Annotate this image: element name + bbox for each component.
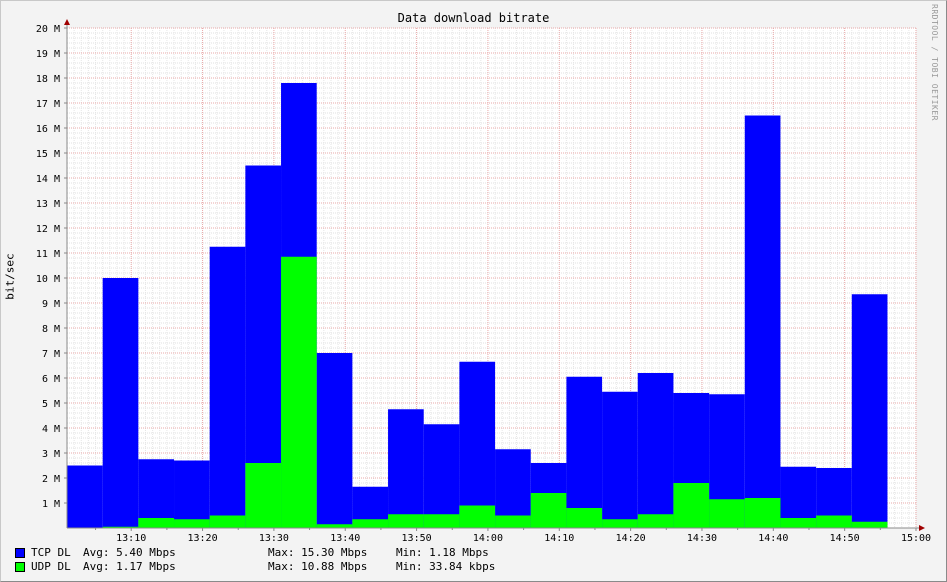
y-tick-label: 13 M xyxy=(36,199,60,210)
udp-bar xyxy=(673,483,710,528)
udp-bar xyxy=(316,524,353,528)
y-tick-label: 14 M xyxy=(36,174,60,185)
y-tick-label: 2 M xyxy=(42,474,60,485)
udp-bar xyxy=(245,463,282,528)
x-tick-label: 13:20 xyxy=(187,533,217,544)
udp-bar xyxy=(709,499,745,528)
tcp-bar xyxy=(67,465,103,528)
tcp-bar xyxy=(780,466,817,528)
legend-max-udp: Max: 10.88 Mbps xyxy=(268,560,368,573)
y-tick-label: 4 M xyxy=(42,424,60,435)
tcp-bar xyxy=(174,460,210,528)
rrdtool-watermark: RRDTOOL / TOBI OETIKER xyxy=(930,4,939,121)
tcp-bar xyxy=(744,115,781,528)
udp-bar xyxy=(602,519,638,528)
udp-bar xyxy=(744,498,781,528)
udp-bar xyxy=(530,493,567,528)
tcp-bar xyxy=(602,391,638,528)
legend-max-tcp: Max: 15.30 Mbps xyxy=(268,546,368,559)
legend-swatch-udp xyxy=(15,562,25,572)
series-areas xyxy=(67,83,888,528)
y-tick-label: 16 M xyxy=(36,124,60,135)
udp-bar xyxy=(566,508,603,528)
tcp-bar xyxy=(209,246,246,528)
x-tick-label: 14:30 xyxy=(687,533,717,544)
y-tick-label: 19 M xyxy=(36,49,60,60)
y-tick-label: 10 M xyxy=(36,274,60,285)
tcp-bar xyxy=(637,373,674,528)
x-tick-label: 14:40 xyxy=(758,533,788,544)
udp-bar xyxy=(352,519,389,528)
axes xyxy=(64,19,925,531)
series-udp-dl xyxy=(102,256,888,528)
legend-min-udp: Min: 33.84 kbps xyxy=(396,560,496,573)
tcp-bar xyxy=(423,424,460,528)
y-tick-label: 20 M xyxy=(36,24,60,35)
udp-bar xyxy=(388,514,424,528)
x-tick-label: 13:40 xyxy=(330,533,360,544)
chart-title: Data download bitrate xyxy=(397,11,550,25)
tcp-bar xyxy=(388,409,424,528)
udp-bar xyxy=(459,505,496,528)
tick-labels: 1 M 2 M 3 M 4 M 5 M 6 M 7 M 8 M 9 M 10 M 11 M 12 M 1… xyxy=(36,24,931,544)
y-tick-label: 17 M xyxy=(36,99,60,110)
x-tick-label: 13:30 xyxy=(259,533,289,544)
x-tick-label: 14:20 xyxy=(616,533,646,544)
legend: TCP DL Avg: 5.40 Mbps Max: 15.30 Mbps Mi… xyxy=(15,546,495,574)
y-tick-label: 18 M xyxy=(36,74,60,85)
x-tick-label: 14:50 xyxy=(830,533,860,544)
legend-avg-udp: Avg: 1.17 Mbps xyxy=(83,560,176,573)
udp-bar xyxy=(138,518,175,528)
udp-bar xyxy=(637,514,674,528)
y-axis-arrow xyxy=(64,19,70,25)
y-tick-label: 1 M xyxy=(42,499,60,510)
x-axis-arrow xyxy=(919,525,925,531)
tcp-bar xyxy=(851,294,888,528)
udp-bar xyxy=(281,256,317,528)
x-tick-label: 13:10 xyxy=(116,533,146,544)
legend-avg-tcp: Avg: 5.40 Mbps xyxy=(83,546,176,559)
x-tick-label: 15:00 xyxy=(901,533,931,544)
x-tick-label: 13:50 xyxy=(402,533,432,544)
legend-label-tcp: TCP DL xyxy=(31,546,71,559)
udp-bar xyxy=(423,514,460,528)
udp-bar xyxy=(209,515,246,528)
y-tick-label: 7 M xyxy=(42,349,60,360)
y-tick-label: 12 M xyxy=(36,224,60,235)
udp-bar xyxy=(174,519,210,528)
x-tick-label: 14:10 xyxy=(544,533,574,544)
udp-bar xyxy=(851,521,888,528)
legend-row-udp: UDP DL Avg: 1.17 Mbps Max: 10.88 Mbps Mi… xyxy=(15,560,495,574)
y-tick-label: 11 M xyxy=(36,249,60,260)
udp-bar xyxy=(780,518,817,528)
y-tick-label: 6 M xyxy=(42,374,60,385)
legend-row-tcp: TCP DL Avg: 5.40 Mbps Max: 15.30 Mbps Mi… xyxy=(15,546,495,560)
y-tick-label: 9 M xyxy=(42,299,60,310)
udp-bar xyxy=(816,515,852,528)
y-tick-label: 15 M xyxy=(36,149,60,160)
tcp-bar xyxy=(566,376,603,528)
tcp-bar xyxy=(495,449,531,528)
tcp-bar xyxy=(459,361,496,528)
tcp-bar xyxy=(102,278,139,528)
x-tick-label: 14:00 xyxy=(473,533,503,544)
legend-label-udp: UDP DL xyxy=(31,560,71,573)
y-tick-label: 5 M xyxy=(42,399,60,410)
udp-bar xyxy=(102,526,139,528)
udp-bar xyxy=(495,515,531,528)
tcp-bar xyxy=(138,459,175,528)
y-tick-label: 8 M xyxy=(42,324,60,335)
legend-swatch-tcp xyxy=(15,548,25,558)
y-tick-label: 3 M xyxy=(42,449,60,460)
tcp-bar xyxy=(316,353,353,528)
legend-min-tcp: Min: 1.18 Mbps xyxy=(396,546,489,559)
